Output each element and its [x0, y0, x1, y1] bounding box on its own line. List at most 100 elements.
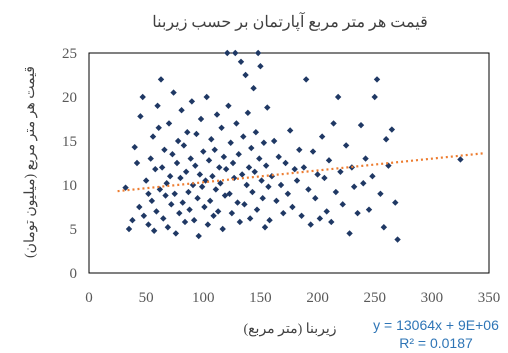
y-tick-label: 0	[70, 266, 78, 282]
data-point	[325, 157, 333, 164]
data-point	[165, 120, 173, 127]
data-point	[330, 120, 337, 127]
data-point	[238, 171, 246, 178]
data-point	[286, 127, 294, 134]
data-point	[221, 192, 229, 199]
data-point	[173, 159, 181, 167]
data-point	[300, 164, 308, 171]
x-tick-label: 50	[139, 290, 154, 306]
chart-title: قیمت هر متر مربع آپارتمان بر حسب زیربنا	[152, 11, 427, 31]
data-point	[259, 195, 266, 202]
data-point	[142, 177, 150, 184]
data-point	[174, 137, 182, 145]
data-point	[241, 201, 248, 208]
data-point	[394, 236, 401, 243]
data-point	[298, 212, 305, 219]
data-point	[137, 113, 144, 120]
data-point	[339, 201, 346, 208]
data-point	[206, 197, 214, 205]
data-point	[369, 173, 376, 180]
x-tick-label: 350	[478, 290, 501, 306]
data-point	[216, 164, 223, 171]
data-point	[145, 190, 152, 197]
x-ticks: 0 50 100 150 200 250 300 350	[85, 290, 500, 306]
data-point	[244, 109, 252, 117]
data-point	[219, 225, 226, 233]
data-point	[139, 93, 146, 101]
trendline	[117, 152, 484, 193]
data-point	[248, 144, 255, 152]
x-tick-label: 200	[306, 290, 329, 306]
data-point	[373, 76, 381, 83]
data-point	[196, 171, 204, 178]
data-point	[284, 190, 292, 197]
data-point	[193, 130, 200, 138]
data-point	[210, 212, 217, 219]
data-point	[291, 165, 298, 173]
data-point	[145, 221, 152, 228]
data-point	[122, 184, 129, 191]
data-point	[235, 151, 242, 158]
x-tick-label: 0	[85, 290, 93, 306]
data-point	[236, 218, 244, 226]
data-point	[161, 146, 168, 153]
data-point	[371, 93, 378, 101]
data-point	[184, 129, 191, 136]
data-point	[209, 173, 216, 180]
data-point	[318, 133, 326, 140]
data-point	[321, 174, 328, 182]
data-point	[201, 203, 208, 211]
data-point	[232, 49, 239, 57]
data-point	[228, 209, 236, 217]
data-point	[218, 124, 225, 131]
data-point	[140, 212, 148, 219]
data-point	[214, 208, 222, 215]
data-point	[354, 209, 361, 217]
data-point	[242, 71, 249, 79]
x-tick-label: 300	[421, 290, 444, 306]
data-point	[275, 153, 282, 161]
data-point	[177, 174, 184, 182]
data-point	[246, 215, 254, 222]
data-point	[309, 148, 317, 155]
data-point	[360, 180, 367, 187]
data-point	[166, 173, 174, 180]
data-point	[164, 224, 172, 231]
y-axis-label: قیمت هر متر مربع (میلیون تومان)	[23, 66, 38, 258]
data-point	[160, 215, 167, 222]
data-point	[157, 76, 165, 83]
data-point	[377, 190, 384, 197]
data-point	[181, 218, 189, 226]
y-tick-label: 10	[62, 178, 77, 194]
data-point	[227, 139, 234, 146]
data-point	[328, 218, 335, 226]
data-point	[179, 199, 186, 206]
data-point	[388, 126, 396, 133]
y-tick-label: 15	[62, 134, 77, 150]
data-point	[334, 93, 342, 101]
data-point	[170, 89, 177, 96]
data-point	[362, 155, 369, 162]
data-point	[293, 177, 301, 184]
data-point	[229, 159, 237, 167]
data-point	[270, 137, 278, 145]
data-point	[203, 93, 210, 101]
y-axis-label-group: قیمت هر متر مربع (میلیون تومان)	[23, 66, 38, 258]
data-point	[212, 186, 220, 193]
data-point	[226, 190, 233, 197]
data-point	[240, 133, 247, 140]
data-point	[162, 192, 169, 199]
data-point	[233, 120, 240, 127]
data-point	[180, 142, 188, 149]
y-tick-label: 25	[62, 46, 77, 62]
data-point	[147, 155, 154, 162]
data-point	[186, 206, 193, 213]
data-point	[190, 217, 198, 224]
data-point	[172, 230, 180, 237]
data-point	[250, 85, 257, 92]
x-tick-label: 150	[249, 290, 272, 306]
scatter-points	[122, 49, 464, 243]
data-point	[158, 164, 166, 171]
data-point	[261, 224, 269, 231]
